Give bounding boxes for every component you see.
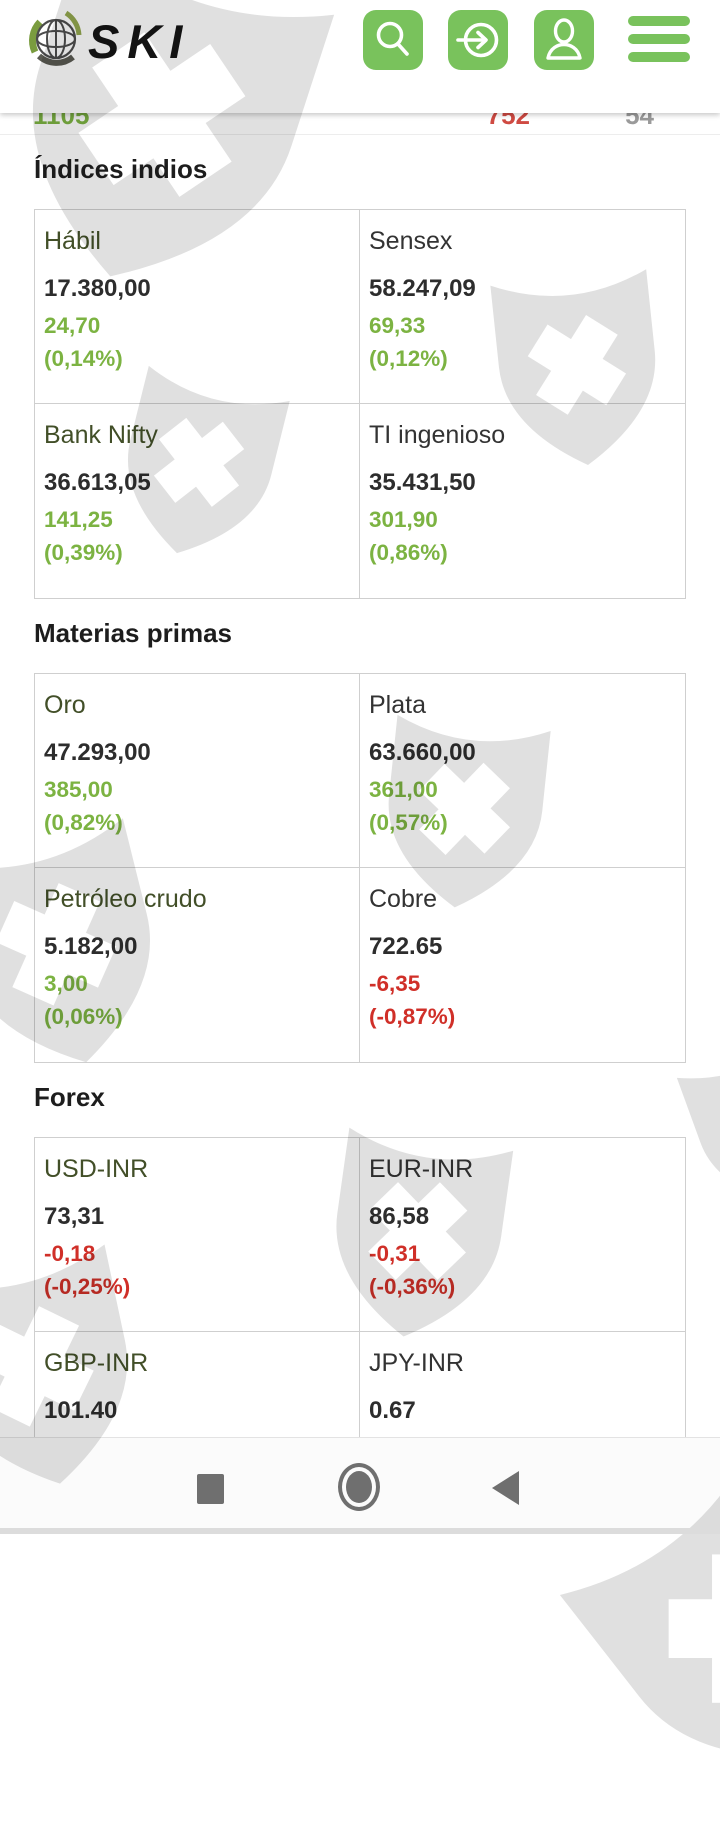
quote-cell[interactable]: Sensex 58.247,09 69,33 (0,12%)	[360, 210, 685, 404]
instrument-value: 73,31	[44, 1203, 105, 1230]
quote-cell[interactable]: JPY-INR 0.67	[360, 1332, 685, 1526]
instrument-value: 17.380,00	[44, 275, 151, 302]
instrument-value: 36.613,05	[44, 469, 151, 496]
instrument-change: 141,25	[44, 507, 113, 532]
quote-cell[interactable]: Plata 63.660,00 361,00 (0,57%)	[360, 674, 685, 868]
instrument-value: 86,58	[369, 1203, 430, 1230]
instrument-percent: (0,86%)	[369, 540, 448, 565]
instrument-percent: (-0,25%)	[44, 1274, 131, 1299]
instrument-name[interactable]: TI ingenioso	[369, 421, 506, 449]
user-icon	[534, 10, 594, 70]
hamburger-icon	[628, 16, 690, 62]
section-title: Materias primas	[34, 618, 232, 648]
market-section: Materias primas Oro 47.293,00 385,00 (0,…	[0, 617, 720, 1063]
instrument-percent: (0,06%)	[44, 1004, 123, 1029]
instrument-name[interactable]: EUR-INR	[369, 1155, 474, 1183]
quote-cell[interactable]: USD-INR 73,31 -0,18 (-0,25%)	[35, 1138, 360, 1332]
home-button[interactable]	[338, 1463, 380, 1511]
instrument-name[interactable]: Hábil	[44, 227, 101, 255]
menu-button[interactable]	[628, 16, 690, 62]
unchanged-count: 54	[625, 113, 654, 130]
market-section: Índices indios Hábil 17.380,00 24,70 (0,…	[0, 153, 720, 599]
instrument-percent: (0,82%)	[44, 810, 123, 835]
instrument-name[interactable]: JPY-INR	[369, 1349, 464, 1377]
quote-cell[interactable]: Bank Nifty 36.613,05 141,25 (0,39%)	[35, 404, 360, 598]
instrument-name[interactable]: Cobre	[369, 885, 438, 913]
instrument-change: 24,70	[44, 313, 101, 338]
instrument-change: 361,00	[369, 777, 438, 802]
instrument-value: 63.660,00	[369, 739, 476, 766]
back-button[interactable]	[492, 1471, 519, 1505]
instrument-change: 301,90	[369, 507, 438, 532]
profile-button[interactable]	[534, 10, 594, 70]
instrument-change: 69,33	[369, 313, 426, 338]
instrument-percent: (0,39%)	[44, 540, 123, 565]
instrument-percent: (-0,87%)	[369, 1004, 456, 1029]
advances-count: 1105	[33, 113, 90, 130]
instrument-name[interactable]: Sensex	[369, 227, 453, 255]
recents-button[interactable]	[197, 1474, 224, 1504]
advance-decline-strip: 1105 752 54	[0, 113, 720, 135]
instrument-value: 722.65	[369, 933, 443, 960]
login-button[interactable]	[448, 10, 508, 70]
quote-cell[interactable]: EUR-INR 86,58 -0,31 (-0,36%)	[360, 1138, 685, 1332]
page-content: 1105 752 54 Índices indios Hábil 17.380,…	[0, 113, 720, 1527]
instrument-change: -6,35	[369, 971, 421, 996]
search-icon	[363, 10, 423, 70]
instrument-name[interactable]: GBP-INR	[44, 1349, 149, 1377]
quote-table: Oro 47.293,00 385,00 (0,82%) Plata 63.66…	[34, 673, 686, 1063]
instrument-value: 101.40	[44, 1397, 118, 1424]
quote-cell[interactable]: Cobre 722.65 -6,35 (-0,87%)	[360, 868, 685, 1062]
instrument-value: 35.431,50	[369, 469, 476, 496]
android-navbar	[0, 1437, 720, 1534]
instrument-value: 58.247,09	[369, 275, 476, 302]
instrument-name[interactable]: Oro	[44, 691, 86, 719]
instrument-change: -0,18	[44, 1241, 96, 1266]
search-button[interactable]	[363, 10, 423, 70]
market-sections: Índices indios Hábil 17.380,00 24,70 (0,…	[0, 153, 720, 1527]
instrument-value: 47.293,00	[44, 739, 151, 766]
instrument-value: 5.182,00	[44, 933, 138, 960]
instrument-change: 385,00	[44, 777, 113, 802]
instrument-name[interactable]: USD-INR	[44, 1155, 149, 1183]
instrument-change: -0,31	[369, 1241, 421, 1266]
quote-cell[interactable]: Oro 47.293,00 385,00 (0,82%)	[35, 674, 360, 868]
instrument-percent: (0,57%)	[369, 810, 448, 835]
globe-icon	[26, 6, 84, 77]
instrument-percent: (-0,36%)	[369, 1274, 456, 1299]
instrument-percent: (0,12%)	[369, 346, 448, 371]
instrument-change: 3,00	[44, 971, 88, 996]
instrument-name[interactable]: Bank Nifty	[44, 421, 158, 449]
section-title: Forex	[34, 1082, 105, 1112]
instrument-percent: (0,14%)	[44, 346, 123, 371]
brand-name: SKI	[88, 14, 191, 68]
app-header: SKI	[0, 0, 720, 113]
section-title: Índices indios	[34, 154, 208, 184]
quote-cell[interactable]: Hábil 17.380,00 24,70 (0,14%)	[35, 210, 360, 404]
home-icon	[346, 1471, 372, 1503]
quote-table: Hábil 17.380,00 24,70 (0,14%) Sensex 58.…	[34, 209, 686, 599]
instrument-name[interactable]: Petróleo crudo	[44, 885, 207, 913]
instrument-name[interactable]: Plata	[369, 691, 426, 719]
instrument-value: 0.67	[369, 1397, 416, 1424]
login-arrow-icon	[448, 10, 508, 70]
declines-count: 752	[486, 113, 530, 130]
quote-cell[interactable]: Petróleo crudo 5.182,00 3,00 (0,06%)	[35, 868, 360, 1062]
brand-logo[interactable]: SKI	[26, 6, 190, 77]
quote-cell[interactable]: TI ingenioso 35.431,50 301,90 (0,86%)	[360, 404, 685, 598]
screen-edge	[0, 1528, 720, 1534]
